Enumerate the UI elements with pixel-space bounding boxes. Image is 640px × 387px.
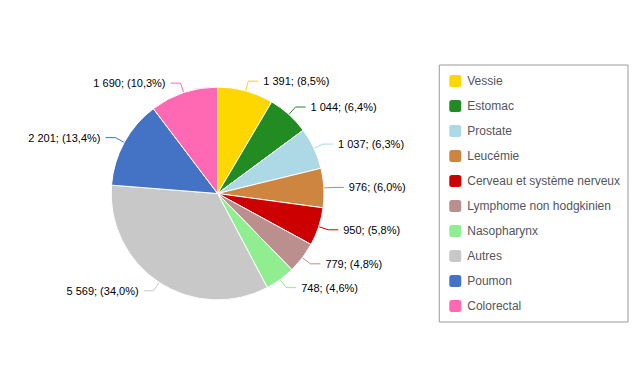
svg-text:976; (6,0%): 976; (6,0%) — [349, 181, 406, 193]
svg-text:Leucémie: Leucémie — [467, 149, 519, 163]
svg-text:Poumon: Poumon — [467, 274, 512, 288]
svg-text:1 044; (6,4%): 1 044; (6,4%) — [311, 101, 377, 113]
svg-text:Nasopharynx: Nasopharynx — [467, 224, 538, 238]
svg-text:779; (4,8%): 779; (4,8%) — [325, 258, 382, 270]
svg-text:Autres: Autres — [467, 249, 502, 263]
svg-text:1 037; (6,3%): 1 037; (6,3%) — [338, 138, 404, 150]
svg-text:Prostate: Prostate — [467, 124, 512, 138]
svg-text:Colorectal: Colorectal — [467, 299, 521, 313]
svg-text:5 569; (34,0%): 5 569; (34,0%) — [66, 285, 138, 297]
svg-text:950; (5,8%): 950; (5,8%) — [343, 224, 400, 236]
svg-text:1 391; (8,5%): 1 391; (8,5%) — [263, 75, 329, 87]
svg-text:748; (4,6%): 748; (4,6%) — [301, 282, 358, 294]
svg-text:1 690; (10,3%): 1 690; (10,3%) — [93, 77, 165, 89]
svg-text:2 201; (13,4%): 2 201; (13,4%) — [28, 132, 100, 144]
svg-text:Vessie: Vessie — [467, 74, 503, 88]
svg-text:Lymphome non hodgkinien: Lymphome non hodgkinien — [467, 199, 611, 213]
svg-text:Cerveau et système nerveux: Cerveau et système nerveux — [467, 174, 620, 188]
svg-text:Estomac: Estomac — [467, 99, 514, 113]
